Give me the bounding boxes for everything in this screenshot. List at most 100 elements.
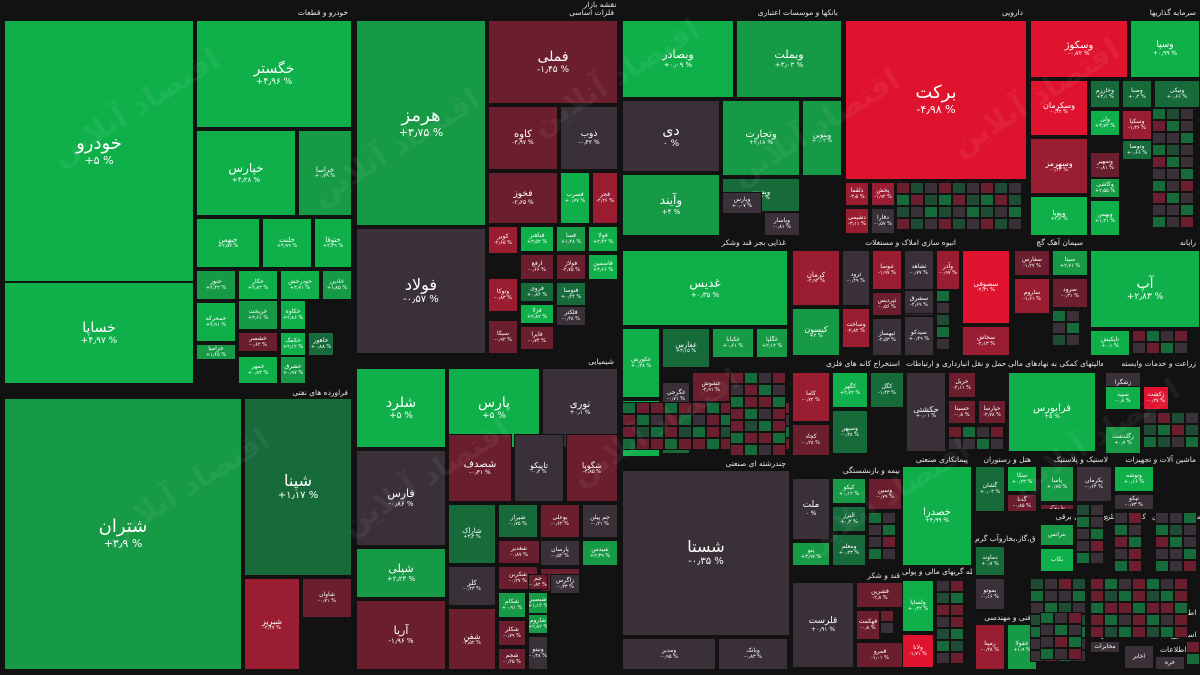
- minor-stock-tile[interactable]: [1169, 548, 1183, 560]
- stock-tile[interactable]: سپید -۰٫۸ %: [1105, 386, 1141, 410]
- stock-tile[interactable]: خودرخش +۳٫۷۱ %: [280, 270, 320, 300]
- minor-stock-tile[interactable]: [678, 414, 692, 426]
- minor-stock-tile[interactable]: [636, 402, 650, 414]
- minor-stock-tile[interactable]: [1152, 216, 1166, 228]
- stock-tile[interactable]: خاذین +۱٫۸۵ %: [322, 270, 352, 300]
- stock-tile[interactable]: دشیمی -۳٫۱۱ %: [845, 208, 869, 234]
- minor-stock-tile[interactable]: [936, 580, 950, 592]
- minor-stock-tile[interactable]: [650, 414, 664, 426]
- minor-stock-tile[interactable]: [1166, 168, 1180, 180]
- stock-tile[interactable]: وآیند +۴ %: [622, 174, 720, 236]
- stock-tile[interactable]: تپکو -۰٫۷۳ %: [1114, 494, 1154, 510]
- minor-stock-tile[interactable]: [1180, 108, 1194, 120]
- minor-stock-tile[interactable]: [948, 426, 962, 438]
- stock-tile[interactable]: پکرمان -۰٫۶۴ %: [1076, 466, 1112, 502]
- minor-stock-tile[interactable]: [938, 194, 952, 206]
- minor-stock-tile[interactable]: [730, 408, 744, 420]
- minor-stock-tile[interactable]: [650, 402, 664, 414]
- minor-stock-tile[interactable]: [1183, 560, 1197, 572]
- minor-stock-tile[interactable]: [622, 438, 636, 450]
- minor-stock-tile[interactable]: [1090, 540, 1104, 552]
- stock-tile[interactable]: رمپنا -۰٫۴۸ %: [975, 624, 1005, 670]
- stock-tile[interactable]: وتوشه +۰٫۱۶ %: [1114, 466, 1154, 492]
- stock-tile[interactable]: خریخت +۳٫۶۱ %: [238, 300, 278, 330]
- minor-stock-tile[interactable]: [952, 182, 966, 194]
- minor-stock-tile[interactable]: [1104, 602, 1118, 614]
- stock-tile[interactable]: ولانا -۱٫۷۱ %: [902, 634, 934, 668]
- stock-tile[interactable]: زاگرس -۰٫۳۳ %: [550, 574, 580, 594]
- minor-stock-tile[interactable]: [1152, 168, 1166, 180]
- minor-stock-tile[interactable]: [1160, 342, 1174, 354]
- stock-tile[interactable]: قلرست +۰٫۹۱ %: [792, 582, 854, 668]
- minor-stock-tile[interactable]: [1152, 192, 1166, 204]
- stock-tile[interactable]: وبنوین +۰٫۰۲ %: [802, 100, 842, 176]
- minor-stock-tile[interactable]: [1143, 424, 1157, 436]
- stock-tile[interactable]: پاسا +۰٫۷۵ %: [1040, 466, 1074, 502]
- minor-stock-tile[interactable]: [950, 580, 964, 592]
- minor-stock-tile[interactable]: [938, 218, 952, 230]
- minor-stock-tile[interactable]: [966, 194, 980, 206]
- stock-tile[interactable]: شگویا -۲٫۸۵ %: [566, 434, 618, 502]
- stock-tile[interactable]: غفارس +۳٫۱۵ %: [662, 328, 710, 368]
- stock-tile[interactable]: سخاش -۲٫۱۳ %: [962, 326, 1010, 356]
- minor-stock-tile[interactable]: [692, 438, 706, 450]
- minor-stock-tile[interactable]: [994, 206, 1008, 218]
- minor-stock-tile[interactable]: [1160, 614, 1174, 626]
- minor-stock-tile[interactable]: [1008, 206, 1022, 218]
- minor-stock-tile[interactable]: [1090, 578, 1104, 590]
- stock-tile[interactable]: غشوش -۲٫۹۱ %: [692, 372, 730, 402]
- minor-stock-tile[interactable]: [1090, 626, 1104, 638]
- minor-stock-tile[interactable]: [1157, 436, 1171, 448]
- minor-stock-tile[interactable]: [730, 420, 744, 432]
- stock-tile[interactable]: پخش -۱٫۹۲ %: [871, 182, 895, 206]
- stock-tile[interactable]: وپارس +۰٫۰۷ %: [722, 192, 762, 214]
- minor-stock-tile[interactable]: [636, 426, 650, 438]
- stock-tile[interactable]: جم پیلن -۰٫۲۱ %: [582, 504, 618, 538]
- stock-tile[interactable]: ارفع -۰٫۶۶ %: [520, 254, 554, 280]
- minor-stock-tile[interactable]: [950, 604, 964, 616]
- minor-stock-tile[interactable]: [936, 338, 950, 350]
- minor-stock-tile[interactable]: [1155, 560, 1169, 572]
- minor-stock-tile[interactable]: [896, 218, 910, 230]
- minor-stock-tile[interactable]: [758, 408, 772, 420]
- stock-tile[interactable]: ثنوسا -۱٫۹۷ %: [872, 250, 902, 290]
- minor-stock-tile[interactable]: [1166, 156, 1180, 168]
- minor-stock-tile[interactable]: [938, 206, 952, 218]
- minor-stock-tile[interactable]: [1040, 636, 1054, 648]
- stock-tile[interactable]: وبهمن +۱٫۲۱ %: [1090, 200, 1120, 236]
- minor-stock-tile[interactable]: [868, 548, 882, 560]
- minor-stock-tile[interactable]: [744, 432, 758, 444]
- minor-stock-tile[interactable]: [1104, 626, 1118, 638]
- minor-stock-tile[interactable]: [980, 218, 994, 230]
- minor-stock-tile[interactable]: [1146, 578, 1160, 590]
- stock-tile[interactable]: بموتو -۰٫۱۶ %: [975, 578, 1005, 610]
- minor-stock-tile[interactable]: [924, 182, 938, 194]
- minor-stock-tile[interactable]: [1180, 120, 1194, 132]
- stock-tile[interactable]: وبملت +۳٫۰۳ %: [736, 20, 842, 98]
- stock-tile[interactable]: وپاسار -۰٫۸۱ %: [764, 212, 800, 236]
- minor-stock-tile[interactable]: [1160, 602, 1174, 614]
- minor-stock-tile[interactable]: [1146, 342, 1160, 354]
- stock-tile[interactable]: فروی +۰٫۸۴ %: [520, 282, 554, 302]
- minor-stock-tile[interactable]: [990, 426, 1004, 438]
- minor-stock-tile[interactable]: [962, 438, 976, 450]
- minor-stock-tile[interactable]: [1068, 612, 1082, 624]
- minor-stock-tile[interactable]: [1146, 590, 1160, 602]
- minor-stock-tile[interactable]: [1132, 590, 1146, 602]
- stock-tile[interactable]: پارسان -۰٫۵۲ %: [540, 540, 580, 566]
- minor-stock-tile[interactable]: [1174, 578, 1188, 590]
- minor-stock-tile[interactable]: [1132, 614, 1146, 626]
- minor-stock-tile[interactable]: [1090, 528, 1104, 540]
- stock-tile[interactable]: کگل -۱٫۴۳ %: [870, 372, 904, 408]
- minor-stock-tile[interactable]: [896, 182, 910, 194]
- minor-stock-tile[interactable]: [880, 622, 894, 634]
- stock-tile[interactable]: وسکرمان -۰٫۴۲ %: [1030, 80, 1088, 136]
- minor-stock-tile[interactable]: [1166, 132, 1180, 144]
- minor-stock-tile[interactable]: [730, 432, 744, 444]
- minor-stock-tile[interactable]: [1157, 412, 1171, 424]
- stock-tile[interactable]: شغدیر -۰٫۸۷ %: [498, 540, 540, 564]
- minor-stock-tile[interactable]: [924, 206, 938, 218]
- stock-tile[interactable]: شبصیر +۱٫۱۴ %: [528, 592, 548, 614]
- stock-tile[interactable]: شصدف -۰٫۳۱ %: [448, 434, 512, 502]
- minor-stock-tile[interactable]: [1174, 602, 1188, 614]
